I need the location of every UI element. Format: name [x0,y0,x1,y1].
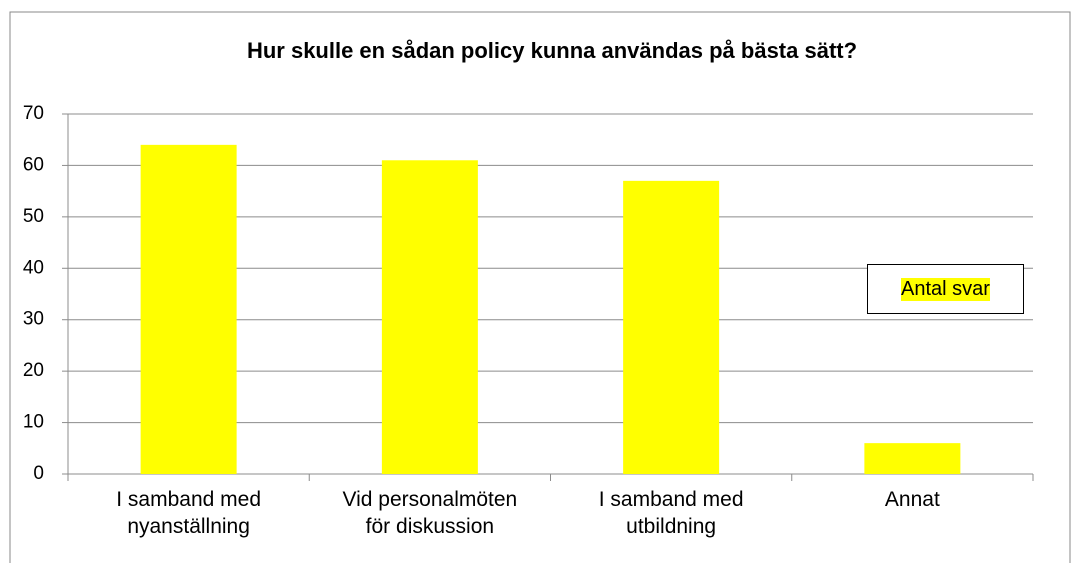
y-tick-label: 0 [33,463,44,484]
y-tick-label: 70 [23,103,44,124]
legend-entry: Antal svar [901,277,990,301]
y-tick-label: 30 [23,309,44,330]
chart-border [9,11,1071,563]
bar [381,160,478,475]
x-tick-label: Vid personalmöten för diskussion [342,488,518,538]
x-tick-label: I samband med utbildning [598,488,744,538]
y-tick-label: 50 [23,206,44,227]
y-tick-label: 40 [23,257,44,278]
bar [623,180,720,474]
bar [864,443,961,474]
chart-title: Hur skulle en sådan policy kunna använda… [247,38,857,63]
legend: Antal svar [867,264,1024,314]
bar [140,144,237,474]
y-tick-label: 20 [23,360,44,381]
y-tick-label: 10 [23,412,44,433]
y-tick-label: 60 [23,154,44,175]
x-tick-label: I samband med nyanställning [116,488,261,538]
x-tick-label: Annat [884,488,940,511]
